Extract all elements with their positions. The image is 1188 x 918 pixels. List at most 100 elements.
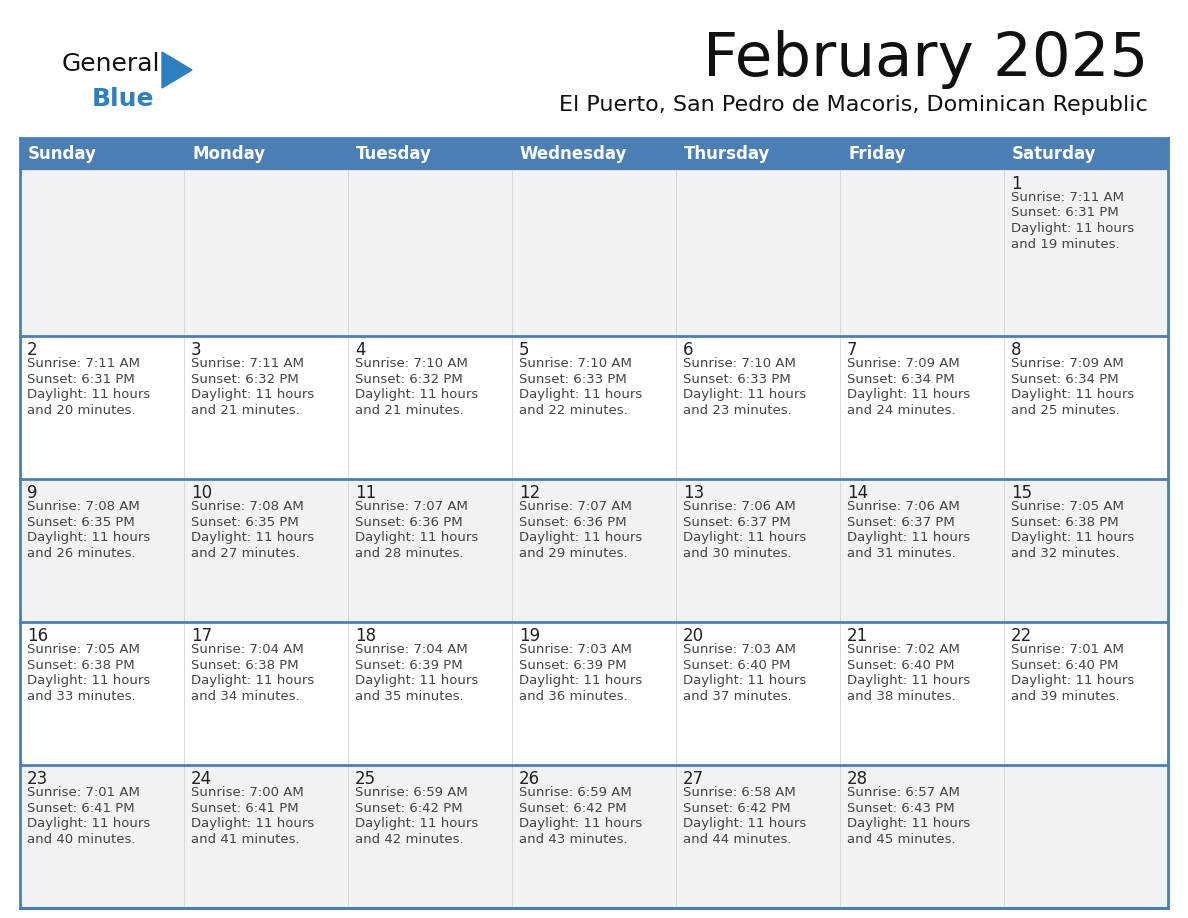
Bar (676, 622, 840, 765)
Text: and 31 minutes.: and 31 minutes. (847, 546, 956, 560)
Text: and 32 minutes.: and 32 minutes. (1011, 546, 1120, 560)
Bar (676, 479, 840, 622)
Text: Sunrise: 6:58 AM: Sunrise: 6:58 AM (683, 786, 796, 799)
Text: Sunset: 6:42 PM: Sunset: 6:42 PM (355, 801, 462, 814)
Bar (512, 479, 676, 622)
Text: Monday: Monday (192, 145, 265, 163)
Text: Sunset: 6:38 PM: Sunset: 6:38 PM (1011, 516, 1119, 529)
Text: Daylight: 11 hours: Daylight: 11 hours (27, 817, 150, 830)
Text: 22: 22 (1011, 627, 1032, 645)
Text: Daylight: 11 hours: Daylight: 11 hours (847, 674, 971, 687)
Text: and 25 minutes.: and 25 minutes. (1011, 404, 1120, 417)
Text: Sunset: 6:42 PM: Sunset: 6:42 PM (519, 801, 626, 814)
Text: Daylight: 11 hours: Daylight: 11 hours (27, 531, 150, 544)
Bar (348, 170, 512, 336)
Text: Sunrise: 7:11 AM: Sunrise: 7:11 AM (27, 357, 140, 370)
Text: Daylight: 11 hours: Daylight: 11 hours (355, 817, 479, 830)
Text: and 21 minutes.: and 21 minutes. (191, 404, 299, 417)
Text: Sunset: 6:38 PM: Sunset: 6:38 PM (27, 658, 134, 672)
Text: Sunset: 6:37 PM: Sunset: 6:37 PM (847, 516, 955, 529)
Bar (512, 622, 676, 765)
Bar (348, 336, 512, 479)
Text: February 2025: February 2025 (702, 30, 1148, 89)
Text: and 35 minutes.: and 35 minutes. (355, 689, 463, 702)
Bar (676, 336, 840, 479)
Text: Sunset: 6:32 PM: Sunset: 6:32 PM (191, 373, 298, 386)
Bar (184, 170, 348, 336)
Text: Sunset: 6:42 PM: Sunset: 6:42 PM (683, 801, 791, 814)
Text: Sunset: 6:40 PM: Sunset: 6:40 PM (1011, 658, 1118, 672)
Bar (512, 336, 676, 479)
Text: and 34 minutes.: and 34 minutes. (191, 689, 299, 702)
Text: Daylight: 11 hours: Daylight: 11 hours (191, 388, 315, 401)
Bar (1004, 336, 1168, 479)
Bar (840, 170, 1004, 336)
Text: Sunset: 6:31 PM: Sunset: 6:31 PM (1011, 207, 1119, 219)
Text: Sunset: 6:36 PM: Sunset: 6:36 PM (355, 516, 462, 529)
Text: and 39 minutes.: and 39 minutes. (1011, 689, 1119, 702)
Bar (512, 170, 676, 336)
Text: Sunset: 6:32 PM: Sunset: 6:32 PM (355, 373, 463, 386)
Text: Sunrise: 7:05 AM: Sunrise: 7:05 AM (27, 643, 140, 656)
Text: Daylight: 11 hours: Daylight: 11 hours (683, 388, 807, 401)
Text: and 33 minutes.: and 33 minutes. (27, 689, 135, 702)
Text: Daylight: 11 hours: Daylight: 11 hours (1011, 531, 1135, 544)
Text: Thursday: Thursday (684, 145, 770, 163)
Text: and 20 minutes.: and 20 minutes. (27, 404, 135, 417)
Bar (20, 479, 184, 622)
Text: Sunset: 6:33 PM: Sunset: 6:33 PM (519, 373, 627, 386)
Text: and 26 minutes.: and 26 minutes. (27, 546, 135, 560)
Text: Daylight: 11 hours: Daylight: 11 hours (519, 388, 643, 401)
Bar (840, 336, 1004, 479)
Text: Sunset: 6:39 PM: Sunset: 6:39 PM (519, 658, 626, 672)
Text: Sunset: 6:31 PM: Sunset: 6:31 PM (27, 373, 134, 386)
Text: Sunset: 6:34 PM: Sunset: 6:34 PM (847, 373, 955, 386)
Text: Sunset: 6:35 PM: Sunset: 6:35 PM (27, 516, 134, 529)
Bar (1004, 622, 1168, 765)
Text: Sunset: 6:43 PM: Sunset: 6:43 PM (847, 801, 955, 814)
Text: Friday: Friday (848, 145, 905, 163)
Bar (348, 622, 512, 765)
Text: Sunset: 6:41 PM: Sunset: 6:41 PM (27, 801, 134, 814)
Bar (20, 170, 184, 336)
Text: Daylight: 11 hours: Daylight: 11 hours (355, 674, 479, 687)
Bar (184, 622, 348, 765)
Text: Sunset: 6:39 PM: Sunset: 6:39 PM (355, 658, 462, 672)
Text: Sunrise: 7:07 AM: Sunrise: 7:07 AM (355, 500, 468, 513)
Text: and 21 minutes.: and 21 minutes. (355, 404, 463, 417)
Bar (184, 479, 348, 622)
Text: and 38 minutes.: and 38 minutes. (847, 689, 955, 702)
Text: General: General (62, 52, 160, 76)
Text: Sunday: Sunday (29, 145, 97, 163)
Text: Sunrise: 7:08 AM: Sunrise: 7:08 AM (27, 500, 140, 513)
Text: 26: 26 (519, 770, 541, 788)
Text: and 30 minutes.: and 30 minutes. (683, 546, 791, 560)
Text: 16: 16 (27, 627, 49, 645)
Text: and 23 minutes.: and 23 minutes. (683, 404, 791, 417)
Text: Sunset: 6:36 PM: Sunset: 6:36 PM (519, 516, 626, 529)
Text: Daylight: 11 hours: Daylight: 11 hours (27, 388, 150, 401)
Text: 14: 14 (847, 484, 868, 502)
Text: 28: 28 (847, 770, 868, 788)
Text: Sunrise: 7:01 AM: Sunrise: 7:01 AM (27, 786, 140, 799)
Bar (1004, 170, 1168, 336)
Text: Sunset: 6:35 PM: Sunset: 6:35 PM (191, 516, 298, 529)
Text: Sunset: 6:37 PM: Sunset: 6:37 PM (683, 516, 791, 529)
Text: Sunrise: 7:07 AM: Sunrise: 7:07 AM (519, 500, 632, 513)
Text: Daylight: 11 hours: Daylight: 11 hours (847, 388, 971, 401)
Text: Sunrise: 7:04 AM: Sunrise: 7:04 AM (355, 643, 468, 656)
Bar (348, 479, 512, 622)
Text: and 22 minutes.: and 22 minutes. (519, 404, 627, 417)
Text: and 27 minutes.: and 27 minutes. (191, 546, 299, 560)
Text: 11: 11 (355, 484, 377, 502)
Text: Sunrise: 6:59 AM: Sunrise: 6:59 AM (519, 786, 632, 799)
Bar (184, 765, 348, 908)
Text: and 37 minutes.: and 37 minutes. (683, 689, 791, 702)
Text: and 19 minutes.: and 19 minutes. (1011, 238, 1119, 251)
Text: Tuesday: Tuesday (356, 145, 432, 163)
Text: Daylight: 11 hours: Daylight: 11 hours (519, 674, 643, 687)
Text: Daylight: 11 hours: Daylight: 11 hours (847, 817, 971, 830)
Text: 8: 8 (1011, 341, 1022, 359)
Text: 24: 24 (191, 770, 213, 788)
Text: Daylight: 11 hours: Daylight: 11 hours (847, 531, 971, 544)
